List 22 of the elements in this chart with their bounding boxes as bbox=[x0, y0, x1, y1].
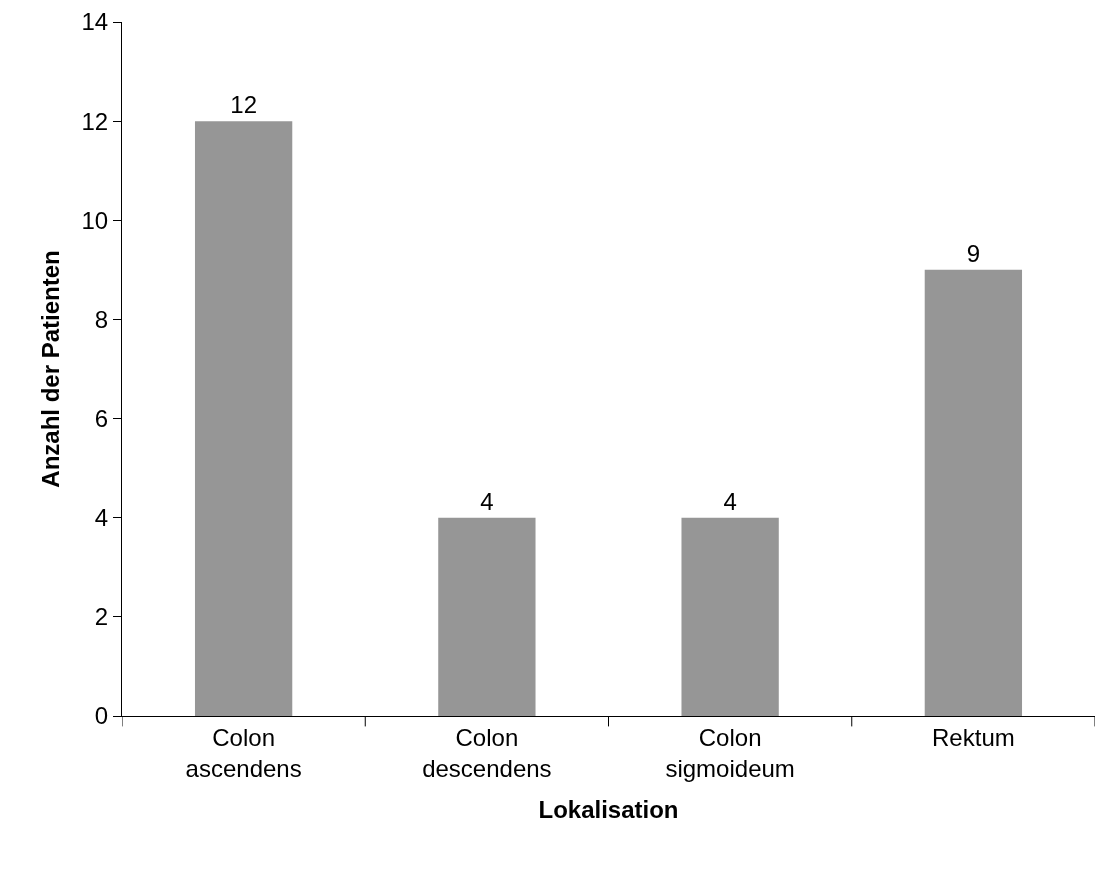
bar bbox=[194, 121, 293, 716]
y-tick-label: 2 bbox=[94, 603, 109, 631]
data-label: 4 bbox=[480, 487, 494, 515]
y-tick-label: 4 bbox=[94, 504, 109, 532]
bar bbox=[438, 517, 536, 716]
y-tick-label: 12 bbox=[81, 107, 109, 135]
x-tick-label: Colon descendens bbox=[422, 723, 552, 782]
x-tick-label: Colon sigmoideum bbox=[665, 723, 795, 782]
y-tick-label: 14 bbox=[81, 8, 109, 36]
bar bbox=[681, 517, 779, 716]
x-tick-label: Rektum bbox=[932, 723, 1015, 751]
data-label: 12 bbox=[230, 91, 257, 119]
y-tick-label: 6 bbox=[94, 404, 109, 432]
x-tick-label: Colon ascendens bbox=[185, 723, 302, 782]
y-tick-label: 8 bbox=[94, 305, 109, 333]
data-label: 4 bbox=[723, 487, 737, 515]
x-axis-title: Lokalisation bbox=[538, 796, 679, 824]
data-label: 9 bbox=[966, 239, 981, 267]
bar bbox=[924, 269, 1023, 716]
y-tick-label: 0 bbox=[94, 702, 109, 730]
y-axis-title: Anzahl der Patienten bbox=[36, 250, 64, 488]
y-tick-label: 10 bbox=[81, 206, 109, 234]
